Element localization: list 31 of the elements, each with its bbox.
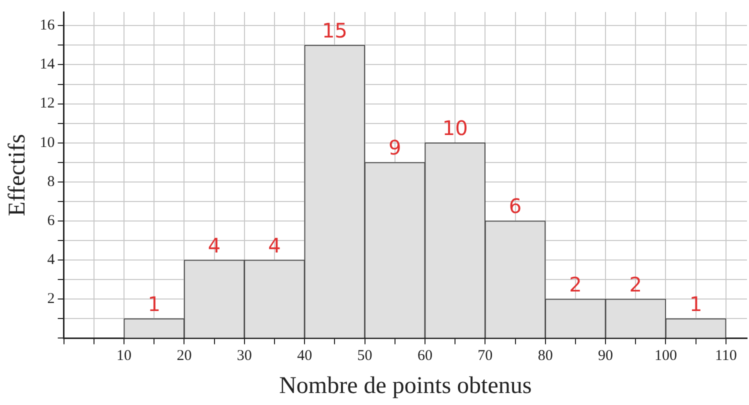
x-tick-label: 50 [357, 348, 372, 364]
data-label: 15 [322, 18, 348, 42]
data-label: 2 [569, 272, 582, 296]
data-label: 2 [629, 272, 642, 296]
y-tick-label: 2 [47, 291, 55, 308]
x-tick-label: 90 [598, 348, 614, 364]
y-tick-label: 12 [40, 96, 55, 112]
x-tick-label: 110 [714, 348, 737, 364]
data-label: 4 [268, 233, 281, 258]
data-label: 1 [148, 292, 160, 316]
data-label: 4 [208, 233, 221, 258]
x-tick-label: 10 [116, 348, 132, 364]
y-tick-label: 8 [47, 174, 55, 190]
x-tick-label: 80 [538, 348, 553, 364]
x-tick-label: 70 [478, 348, 493, 364]
data-label: 10 [442, 116, 468, 140]
y-tick-label: 14 [40, 56, 56, 73]
y-tick-label: 16 [40, 18, 56, 34]
x-axis-title: Nombre de points obtenus [279, 372, 532, 399]
data-label: 1 [689, 292, 702, 316]
y-tick-label: 6 [47, 212, 56, 229]
x-tick-label: 60 [417, 348, 432, 364]
x-tick-label: 40 [297, 348, 312, 364]
x-tick-label: 30 [236, 348, 252, 364]
data-label: 6 [508, 194, 522, 218]
y-tick-label: 4 [47, 252, 56, 268]
x-tick-label: 20 [176, 348, 192, 364]
y-axis-title: Effectifs [4, 134, 31, 216]
x-tick-label: 100 [654, 348, 677, 364]
data-label: 9 [388, 136, 402, 160]
y-tick-label: 10 [40, 134, 55, 151]
